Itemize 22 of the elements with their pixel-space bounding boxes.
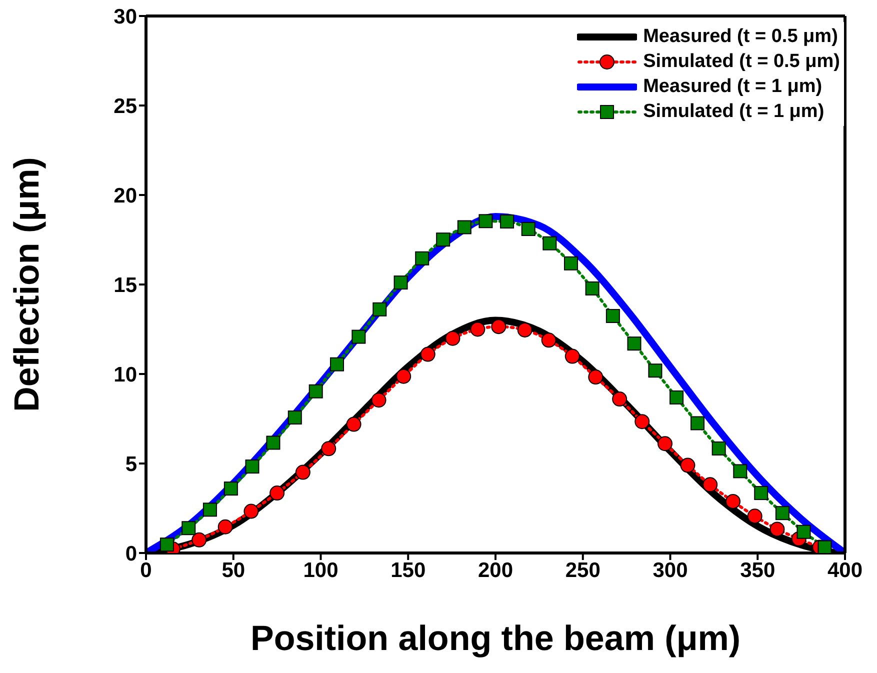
y-axis-title: Deflection (μm) — [7, 157, 46, 412]
x-axis-title: Position along the beam (μm) — [250, 619, 741, 658]
x-tick-label: 250 — [565, 558, 600, 582]
legend-label: Measured (t = 1 μm) — [643, 76, 822, 98]
legend-label: Measured (t = 0.5 μm) — [643, 26, 838, 48]
x-tick-label: 200 — [478, 558, 514, 582]
legend-label: Simulated (t = 0.5 μm) — [643, 50, 840, 72]
y-tick-label: 5 — [125, 452, 138, 476]
x-tick-label: 50 — [222, 558, 246, 582]
x-tick-label: 100 — [303, 558, 338, 582]
x-tick-label: 350 — [740, 558, 776, 582]
y-tick-label: 0 — [125, 542, 137, 566]
x-tick-label: 400 — [827, 558, 863, 582]
y-tick-label: 15 — [114, 274, 138, 297]
x-tick-label: 150 — [390, 558, 426, 582]
legend-label: Simulated (t = 1 μm) — [643, 100, 824, 122]
y-tick-label: 20 — [114, 184, 137, 208]
y-tick-label: 10 — [114, 363, 137, 386]
x-tick-label: 0 — [140, 558, 152, 582]
x-tick-label: 300 — [652, 558, 688, 582]
y-tick-label: 25 — [114, 94, 138, 118]
y-tick-label: 30 — [114, 5, 137, 28]
